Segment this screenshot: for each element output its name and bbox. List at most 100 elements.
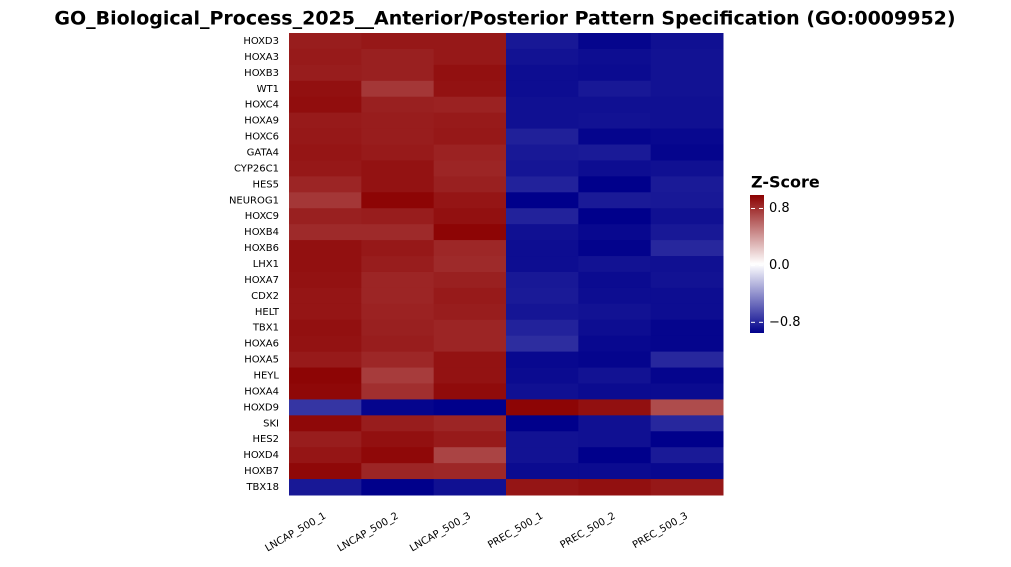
row-label: TBX18 (245, 482, 279, 493)
heatmap-cell (578, 192, 652, 209)
heatmap-cell (361, 80, 435, 98)
heatmap-cell (433, 287, 507, 305)
heatmap-cell (289, 303, 362, 321)
row-label: HOXA6 (244, 339, 279, 350)
heatmap-cell (433, 144, 507, 161)
row-label: HEYL (253, 371, 279, 382)
heatmap-cell (578, 160, 652, 177)
heatmap-cell (578, 112, 652, 130)
heatmap-cell (289, 447, 362, 464)
row-label: HOXB4 (244, 227, 279, 238)
row-label: HOXA7 (244, 275, 279, 286)
heatmap-cell (433, 112, 507, 130)
heatmap-cell (650, 287, 724, 305)
heatmap-cell (578, 431, 652, 448)
heatmap-cell (506, 96, 579, 114)
column-label: LNCAP_500_3 (408, 511, 473, 555)
heatmap-cell (506, 383, 579, 400)
heatmap-cell (289, 48, 362, 66)
heatmap-cell (578, 208, 652, 225)
heatmap-cell (289, 287, 362, 305)
heatmap-cell (289, 208, 362, 225)
heatmap-cell (506, 367, 579, 384)
heatmap-cell (433, 96, 507, 114)
heatmap-cell (650, 128, 724, 146)
heatmap-cell (578, 80, 652, 98)
heatmap-cell (578, 447, 652, 464)
heatmap-cell (650, 479, 724, 496)
heatmap-cell (361, 415, 435, 432)
heatmap-cell (650, 208, 724, 225)
heatmap-cell (506, 224, 579, 241)
heatmap-cell (361, 144, 435, 161)
heatmap-cell (650, 224, 724, 241)
heatmap-cell (506, 112, 579, 130)
heatmap-cell (433, 383, 507, 400)
row-label: HOXD3 (243, 36, 279, 47)
colorbar-tick-label: 0.0 (769, 258, 790, 273)
heatmap-cell (506, 176, 579, 193)
heatmap-cell (433, 48, 507, 66)
heatmap-cell (650, 271, 724, 289)
heatmap-cell (578, 415, 652, 432)
heatmap-cell (433, 224, 507, 241)
heatmap-cell (361, 176, 435, 193)
heatmap-cell (433, 431, 507, 448)
heatmap-cell (433, 447, 507, 464)
colorbar-title: Z-Score (751, 173, 820, 192)
heatmap-cell (578, 48, 652, 66)
heatmap-cell (650, 80, 724, 98)
row-label: HOXA9 (244, 116, 279, 127)
heatmap-cell (433, 208, 507, 225)
heatmap-cell (433, 33, 507, 50)
row-label: HES2 (252, 434, 279, 445)
heatmap-cell (361, 33, 435, 50)
heatmap-cell (289, 128, 362, 146)
heatmap-cell (506, 208, 579, 225)
heatmap-cell (506, 33, 579, 50)
heatmap-cell (289, 351, 362, 369)
heatmap-cell (506, 240, 579, 257)
heatmap-cell (289, 319, 362, 337)
heatmap-cell (650, 192, 724, 209)
heatmap-cell (361, 351, 435, 369)
heatmap-cell (650, 463, 724, 480)
row-label: HOXD9 (243, 402, 279, 413)
heatmap-cell (506, 303, 579, 321)
heatmap-cell (433, 80, 507, 98)
heatmap-cell (289, 479, 362, 496)
heatmap-cell (578, 303, 652, 321)
heatmap-cell (650, 399, 724, 416)
column-label: LNCAP_500_1 (263, 511, 328, 555)
heatmap-cell (361, 319, 435, 337)
heatmap-cell (506, 335, 579, 353)
heatmap-cell (289, 415, 362, 432)
heatmap-cell (506, 431, 579, 448)
heatmap-cell (289, 367, 362, 384)
heatmap-cell (650, 176, 724, 193)
heatmap-cell (433, 192, 507, 209)
colorbar (750, 195, 764, 333)
colorbar-tick-label: −0.8 (769, 315, 801, 330)
heatmap-cell (361, 271, 435, 289)
heatmap-cell (289, 271, 362, 289)
heatmap-cell (289, 144, 362, 161)
heatmap-cell (289, 240, 362, 257)
heatmap-cell (361, 303, 435, 321)
heatmap-cell (433, 64, 507, 82)
heatmap-cell (578, 144, 652, 161)
heatmap-cell (506, 144, 579, 161)
heatmap-cell (578, 287, 652, 305)
chart-title: GO_Biological_Process_2025__Anterior/Pos… (54, 8, 955, 30)
heatmap-cell (361, 192, 435, 209)
column-label: LNCAP_500_2 (336, 511, 401, 555)
heatmap-cell (578, 64, 652, 82)
heatmap-cell (650, 367, 724, 384)
heatmap-cell (650, 303, 724, 321)
heatmap-cell (361, 128, 435, 146)
row-label: CYP26C1 (234, 163, 279, 174)
heatmap-cell (578, 399, 652, 416)
heatmap-cell (433, 256, 507, 273)
heatmap-cell (650, 144, 724, 161)
heatmap-cell (578, 176, 652, 193)
